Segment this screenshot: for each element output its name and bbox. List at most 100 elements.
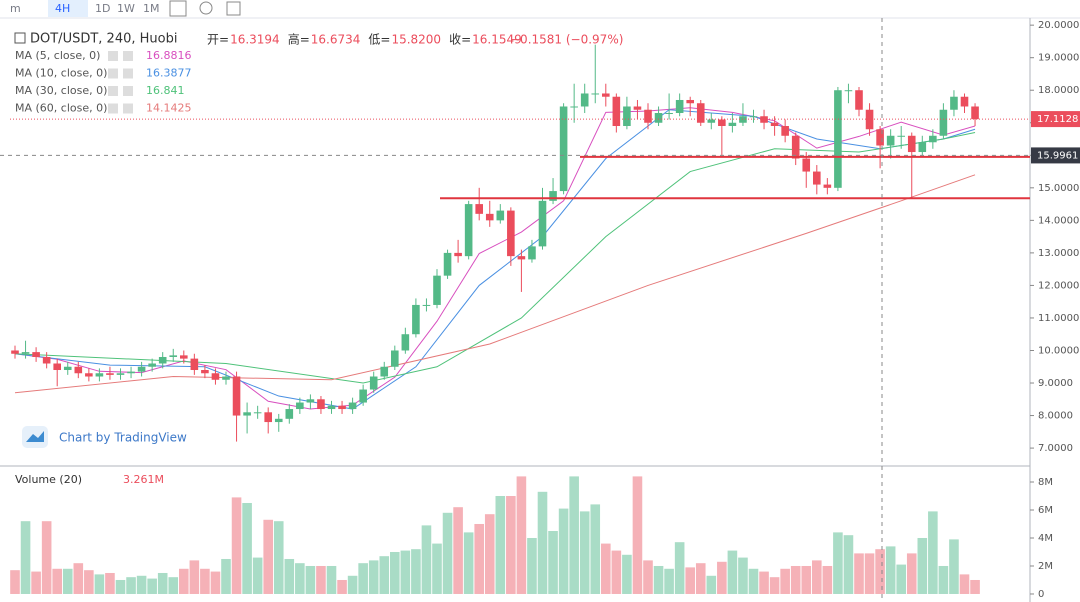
legend-icon	[123, 51, 133, 61]
toolbar-item[interactable]: 1W	[117, 2, 135, 15]
candle-body	[169, 355, 178, 357]
volume-bar	[780, 568, 790, 594]
volume-bar	[653, 565, 664, 594]
volume-bar	[854, 553, 864, 594]
candle-body	[570, 106, 578, 108]
volume-last: 3.261M	[123, 473, 164, 486]
volume-tick-label: 8M	[1038, 477, 1053, 488]
candle-body	[686, 99, 694, 104]
legend-value: 16.3877	[146, 67, 192, 80]
volume-bar	[94, 574, 105, 594]
volume-bar	[748, 568, 759, 594]
candle-body	[116, 373, 125, 375]
y-tick-label: 18.0000	[1038, 85, 1079, 96]
volume-bar	[273, 521, 284, 594]
legend-entry: MA (60, close, 0)	[15, 102, 107, 115]
toolbar-item[interactable]: 1M	[143, 2, 160, 15]
volume-bar	[516, 476, 527, 594]
toolbar-item[interactable]: m	[10, 2, 21, 15]
y-tick-label: 11.0000	[1038, 313, 1079, 324]
candle-body	[338, 405, 346, 410]
toolbar-icon[interactable]	[226, 1, 241, 16]
ohlc-key: 收=	[449, 33, 471, 47]
watermark: Chart by TradingView	[22, 426, 187, 448]
candle-body	[148, 363, 156, 367]
candle-body	[380, 366, 389, 377]
y-tick-label: 19.0000	[1038, 53, 1079, 64]
candle-body	[939, 109, 948, 136]
watermark-text: Chart by TradingView	[59, 431, 187, 445]
legend-entry: MA (30, close, 0)	[15, 84, 107, 97]
volume-bar	[801, 565, 812, 594]
volume-bar	[706, 575, 717, 594]
candle-body	[876, 129, 884, 146]
volume-bar	[242, 502, 252, 594]
volume-bar	[421, 525, 432, 594]
toolbar-icon[interactable]	[199, 1, 213, 15]
y-tick-label: 9.0000	[1038, 378, 1073, 389]
ohlc-value: 16.3194	[230, 33, 280, 47]
volume-bar	[347, 575, 358, 594]
legend-icon	[108, 51, 118, 61]
logo	[26, 431, 44, 442]
volume-bar	[463, 532, 474, 594]
active-interval[interactable]	[48, 0, 88, 17]
candle-body	[633, 106, 642, 110]
volume-bar	[632, 476, 643, 594]
ohlc-value: 15.8200	[391, 33, 441, 47]
candle-body	[306, 399, 315, 403]
volume-bar	[62, 568, 73, 594]
candle-body	[53, 363, 61, 371]
volume-tick-label: 6M	[1038, 505, 1053, 516]
volume-bar	[189, 560, 200, 594]
volume-title: Volume (20)	[15, 473, 82, 486]
candle-body	[63, 366, 72, 371]
volume-bar	[432, 543, 442, 594]
candle-body	[158, 356, 167, 364]
candle-body	[327, 405, 336, 410]
volume-bar	[674, 542, 685, 594]
y-tick-label: 15.0000	[1038, 183, 1079, 194]
toolbar-item[interactable]: 1D	[95, 2, 110, 15]
candle-body	[222, 376, 230, 380]
candle-body	[517, 256, 526, 260]
candle-body	[496, 210, 505, 221]
y-tick-label: 12.0000	[1038, 280, 1079, 291]
volume-bar	[970, 579, 980, 594]
change: −0.1581 (−0.97%)	[510, 33, 623, 47]
candle-body	[137, 366, 146, 372]
candle-body	[760, 116, 768, 123]
candle-body	[971, 106, 979, 120]
volume-bar	[769, 577, 780, 594]
volume-bar	[31, 571, 41, 594]
volume-bar	[263, 519, 273, 594]
toolbar-icon[interactable]	[169, 0, 187, 17]
chart-title: DOT/USDT, 240, Huobi	[30, 32, 177, 47]
volume-bar	[864, 553, 875, 594]
volume-bar	[126, 577, 136, 594]
candle-body	[612, 96, 621, 127]
collapse-icon[interactable]	[14, 32, 26, 44]
volume-bar	[833, 532, 843, 594]
volume-bar	[73, 563, 84, 594]
volume-bar	[305, 565, 316, 594]
candle-body	[11, 350, 19, 354]
toolbar-item[interactable]: 4H	[55, 2, 70, 15]
candle-body	[960, 96, 969, 107]
ma-line	[14, 107, 976, 410]
volume-bar	[896, 564, 906, 594]
volume-bar	[295, 563, 305, 594]
volume-bar	[601, 543, 611, 594]
volume-bar	[252, 557, 263, 594]
volume-bar	[168, 577, 179, 594]
candle-body	[802, 158, 811, 172]
candle-body	[718, 119, 726, 127]
volume-bar	[558, 508, 569, 594]
volume-bar	[928, 511, 938, 594]
y-tick-label: 20.0000	[1038, 20, 1079, 31]
volume-bar	[506, 495, 516, 594]
volume-bar	[569, 476, 579, 594]
candle-body	[85, 373, 93, 377]
volume-tick-label: 4M	[1038, 533, 1053, 544]
